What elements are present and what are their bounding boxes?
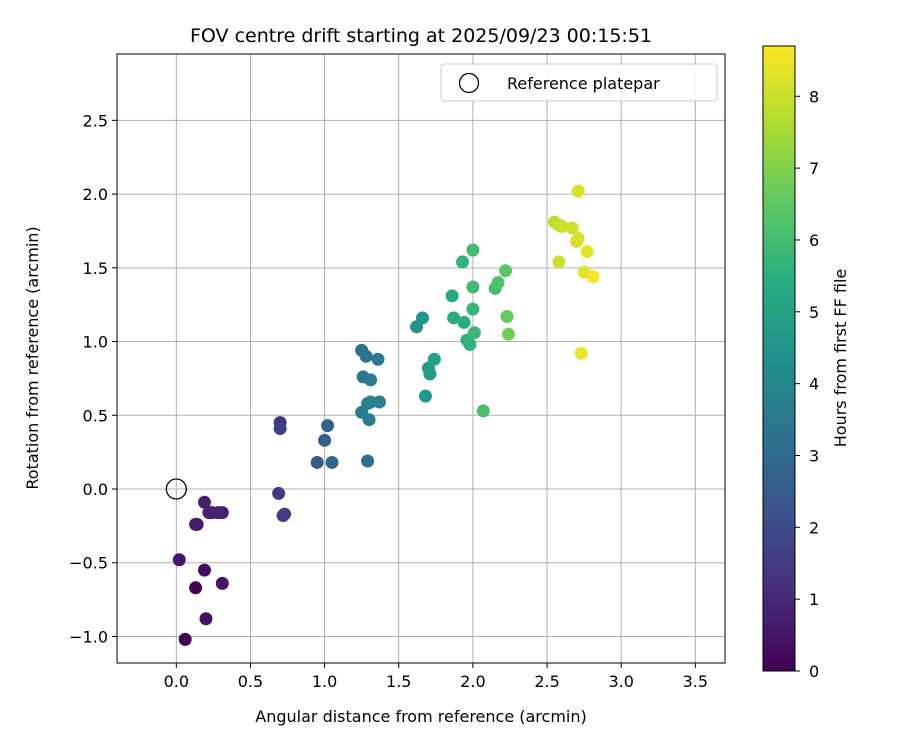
- data-point: [325, 455, 339, 469]
- data-point: [467, 326, 481, 340]
- data-point: [172, 553, 186, 567]
- colorbar: [762, 45, 796, 672]
- grid: [117, 54, 725, 663]
- data-point: [466, 302, 480, 316]
- x-tick-label: 2.5: [534, 672, 559, 691]
- colorbar-tick-label: 5: [809, 303, 819, 322]
- data-point: [501, 327, 515, 341]
- data-point: [447, 311, 461, 325]
- data-point: [500, 309, 514, 323]
- data-point: [189, 581, 203, 595]
- legend-marker-icon: [458, 72, 480, 94]
- colorbar-tick-label: 6: [809, 231, 819, 250]
- data-point: [565, 221, 579, 235]
- data-point: [178, 632, 192, 646]
- data-point: [445, 289, 459, 303]
- data-point: [418, 389, 432, 403]
- data-point: [197, 495, 211, 509]
- data-point: [273, 422, 287, 436]
- data-point: [199, 612, 213, 626]
- y-tick-label: 0.0: [83, 480, 108, 499]
- data-point: [466, 280, 480, 294]
- data-point: [197, 563, 211, 577]
- data-point: [586, 270, 600, 284]
- colorbar-tick-label: 0: [809, 662, 819, 681]
- plot-frame: [116, 53, 726, 664]
- x-tick-label: 0.5: [238, 672, 263, 691]
- data-point: [574, 346, 588, 360]
- data-point: [415, 311, 429, 325]
- y-tick-label: 1.5: [83, 259, 108, 278]
- x-tick-label: 0.0: [164, 672, 189, 691]
- data-point: [571, 231, 585, 245]
- x-tick-label: 2.0: [460, 672, 485, 691]
- data-point: [571, 184, 585, 198]
- data-point: [364, 395, 378, 409]
- y-tick-label: 2.5: [83, 111, 108, 130]
- reference-marker-layer: [165, 478, 187, 500]
- y-tick-label: −1.0: [69, 627, 108, 646]
- data-point: [552, 255, 566, 269]
- data-point: [456, 255, 470, 269]
- y-axis-ticks: −1.0 −0.5 0.0 0.5 1.0 1.5 2.0 2.5: [69, 111, 117, 646]
- data-point: [202, 506, 216, 520]
- colorbar-ticks: 0 1 2 3 4 5 6 7 8: [795, 87, 819, 681]
- x-axis-ticks: 0.0 0.5 1.0 1.5 2.0 2.5 3.0 3.5: [164, 663, 708, 691]
- chart-title: FOV centre drift starting at 2025/09/23 …: [190, 25, 652, 47]
- x-tick-label: 1.5: [386, 672, 411, 691]
- data-point: [364, 373, 378, 387]
- legend: Reference platepar: [440, 63, 718, 102]
- data-point: [362, 413, 376, 427]
- data-point: [211, 506, 225, 520]
- data-point: [359, 349, 373, 363]
- x-tick-label: 1.0: [312, 672, 337, 691]
- data-point: [321, 419, 335, 433]
- data-point: [318, 433, 332, 447]
- colorbar-tick-label: 1: [809, 590, 819, 609]
- data-point: [466, 243, 480, 257]
- data-point: [423, 367, 437, 381]
- data-point: [427, 352, 441, 366]
- x-tick-label: 3.0: [608, 672, 633, 691]
- colorbar-tick-label: 7: [809, 159, 819, 178]
- reference-platepar-marker: [165, 478, 187, 500]
- y-axis-label: Rotation from reference (arcmin): [23, 226, 42, 489]
- data-points: [172, 184, 600, 646]
- y-tick-label: 1.0: [83, 333, 108, 352]
- x-axis-label: Angular distance from reference (arcmin): [255, 707, 586, 726]
- y-tick-label: −0.5: [69, 554, 108, 573]
- x-tick-label: 3.5: [683, 672, 708, 691]
- data-point: [457, 315, 471, 329]
- legend-box: [440, 63, 718, 102]
- colorbar-tick-label: 3: [809, 446, 819, 465]
- colorbar-label: Hours from first FF file: [831, 269, 850, 448]
- data-point: [491, 276, 505, 290]
- y-tick-label: 2.0: [83, 185, 108, 204]
- y-tick-label: 0.5: [83, 406, 108, 425]
- data-point: [189, 517, 203, 531]
- colorbar-tick-label: 4: [809, 375, 819, 394]
- data-point: [580, 245, 594, 259]
- colorbar-tick-label: 2: [809, 518, 819, 537]
- data-point: [463, 337, 477, 351]
- data-point: [499, 264, 513, 278]
- legend-entry-label: Reference platepar: [507, 74, 660, 93]
- data-point: [310, 455, 324, 469]
- data-point: [215, 576, 229, 590]
- data-point: [278, 507, 292, 521]
- data-point: [371, 352, 385, 366]
- data-point: [476, 404, 490, 418]
- data-point: [272, 486, 286, 500]
- colorbar-tick-label: 8: [809, 87, 819, 106]
- data-point: [555, 220, 569, 234]
- data-point: [372, 395, 386, 409]
- data-point: [361, 454, 375, 468]
